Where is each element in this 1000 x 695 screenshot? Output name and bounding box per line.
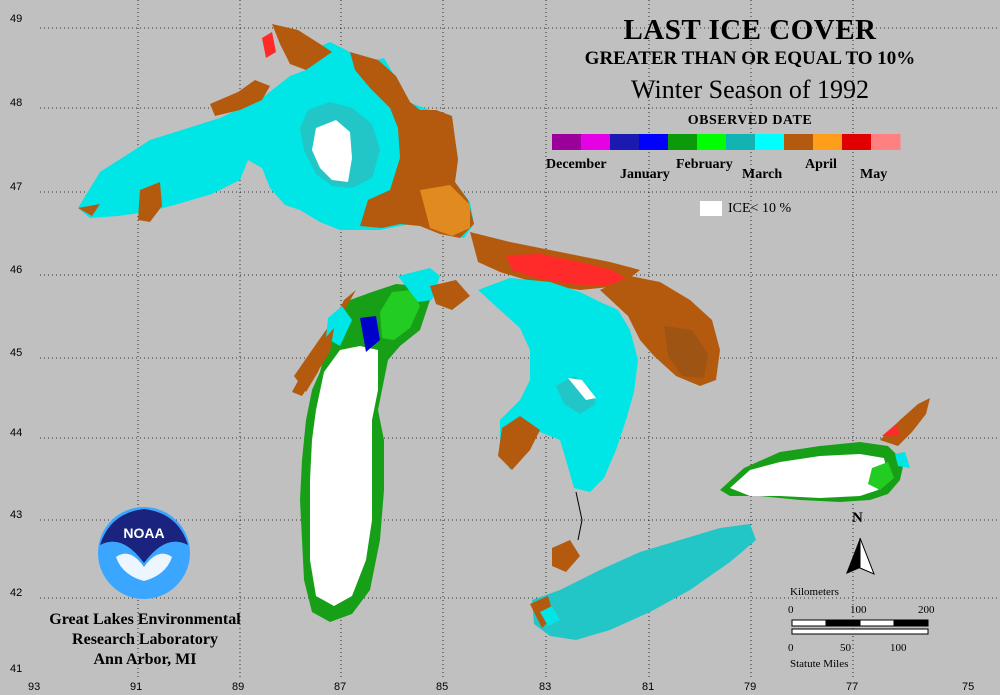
lat-label: 43 bbox=[10, 509, 23, 521]
lon-label: 77 bbox=[846, 681, 859, 693]
lat-label: 45 bbox=[10, 347, 23, 359]
noaa-logo-text: NOAA bbox=[123, 525, 164, 541]
mi-scale-title: Statute Miles bbox=[790, 658, 849, 670]
straits-region bbox=[398, 232, 640, 310]
legend-color-step bbox=[842, 134, 872, 150]
mi-tick: 50 bbox=[840, 642, 851, 654]
lon-label: 75 bbox=[962, 681, 975, 693]
km-tick: 200 bbox=[918, 604, 935, 616]
green-bay bbox=[292, 328, 334, 396]
legend-month-label: March bbox=[742, 167, 783, 182]
lab-name-line3: Ann Arbor, MI bbox=[93, 651, 197, 668]
map-title: LAST ICE COVER bbox=[623, 14, 877, 46]
lon-label: 89 bbox=[232, 681, 245, 693]
mi-tick: 0 bbox=[788, 642, 794, 654]
legend-color-step bbox=[813, 134, 843, 150]
lake-ontario bbox=[720, 398, 930, 502]
legend-color-step bbox=[581, 134, 611, 150]
north-label: N bbox=[852, 510, 863, 526]
legend-color-step bbox=[552, 134, 582, 150]
km-tick: 0 bbox=[788, 604, 794, 616]
lake-michigan bbox=[294, 284, 430, 622]
legend-heading: OBSERVED DATE bbox=[687, 113, 813, 128]
noaa-logo: NOAA bbox=[98, 507, 190, 599]
lake-st-clair bbox=[552, 491, 583, 572]
season-title: Winter Season of 1992 bbox=[631, 75, 869, 104]
legend-color-step bbox=[697, 134, 727, 150]
lat-label: 42 bbox=[10, 587, 23, 599]
legend-month-label: April bbox=[805, 157, 837, 172]
legend-color-step bbox=[755, 134, 785, 150]
lat-label: 49 bbox=[10, 13, 23, 25]
lon-label: 83 bbox=[539, 681, 552, 693]
legend-month-label: February bbox=[676, 157, 733, 172]
scale-bars bbox=[791, 619, 929, 635]
lat-label: 48 bbox=[10, 97, 23, 109]
lab-name-line2: Research Laboratory bbox=[72, 631, 218, 648]
ice-free-label: ICE< 10 % bbox=[728, 201, 792, 216]
lon-label: 81 bbox=[642, 681, 655, 693]
lon-label: 93 bbox=[28, 681, 41, 693]
legend-color-step bbox=[784, 134, 814, 150]
legend-color-step bbox=[871, 134, 901, 150]
lake-huron bbox=[478, 276, 720, 492]
lake-erie bbox=[530, 524, 756, 640]
legend-color-step bbox=[726, 134, 756, 150]
km-scale-title: Kilometers bbox=[790, 586, 839, 598]
lat-label: 44 bbox=[10, 427, 23, 439]
ice-free-swatch bbox=[700, 201, 722, 216]
legend-month-label: December bbox=[546, 157, 607, 172]
lake-superior bbox=[78, 24, 474, 238]
lon-label: 87 bbox=[334, 681, 347, 693]
legend-color-bar bbox=[552, 134, 901, 150]
legend-month-label: January bbox=[620, 167, 670, 182]
lat-label: 41 bbox=[10, 663, 23, 675]
lon-label: 79 bbox=[744, 681, 757, 693]
map-subtitle: GREATER THAN OR EQUAL TO 10% bbox=[584, 48, 916, 69]
km-tick: 100 bbox=[850, 604, 867, 616]
north-arrow bbox=[846, 537, 875, 575]
legend-month-label: May bbox=[860, 167, 888, 182]
lon-label: 85 bbox=[436, 681, 449, 693]
lat-label: 47 bbox=[10, 181, 23, 193]
legend-color-step bbox=[668, 134, 698, 150]
lab-name-line1: Great Lakes Environmental bbox=[49, 611, 241, 628]
lon-label: 91 bbox=[130, 681, 143, 693]
legend-color-step bbox=[610, 134, 640, 150]
legend-color-step bbox=[639, 134, 669, 150]
lat-label: 46 bbox=[10, 264, 23, 276]
mi-tick: 100 bbox=[890, 642, 907, 654]
